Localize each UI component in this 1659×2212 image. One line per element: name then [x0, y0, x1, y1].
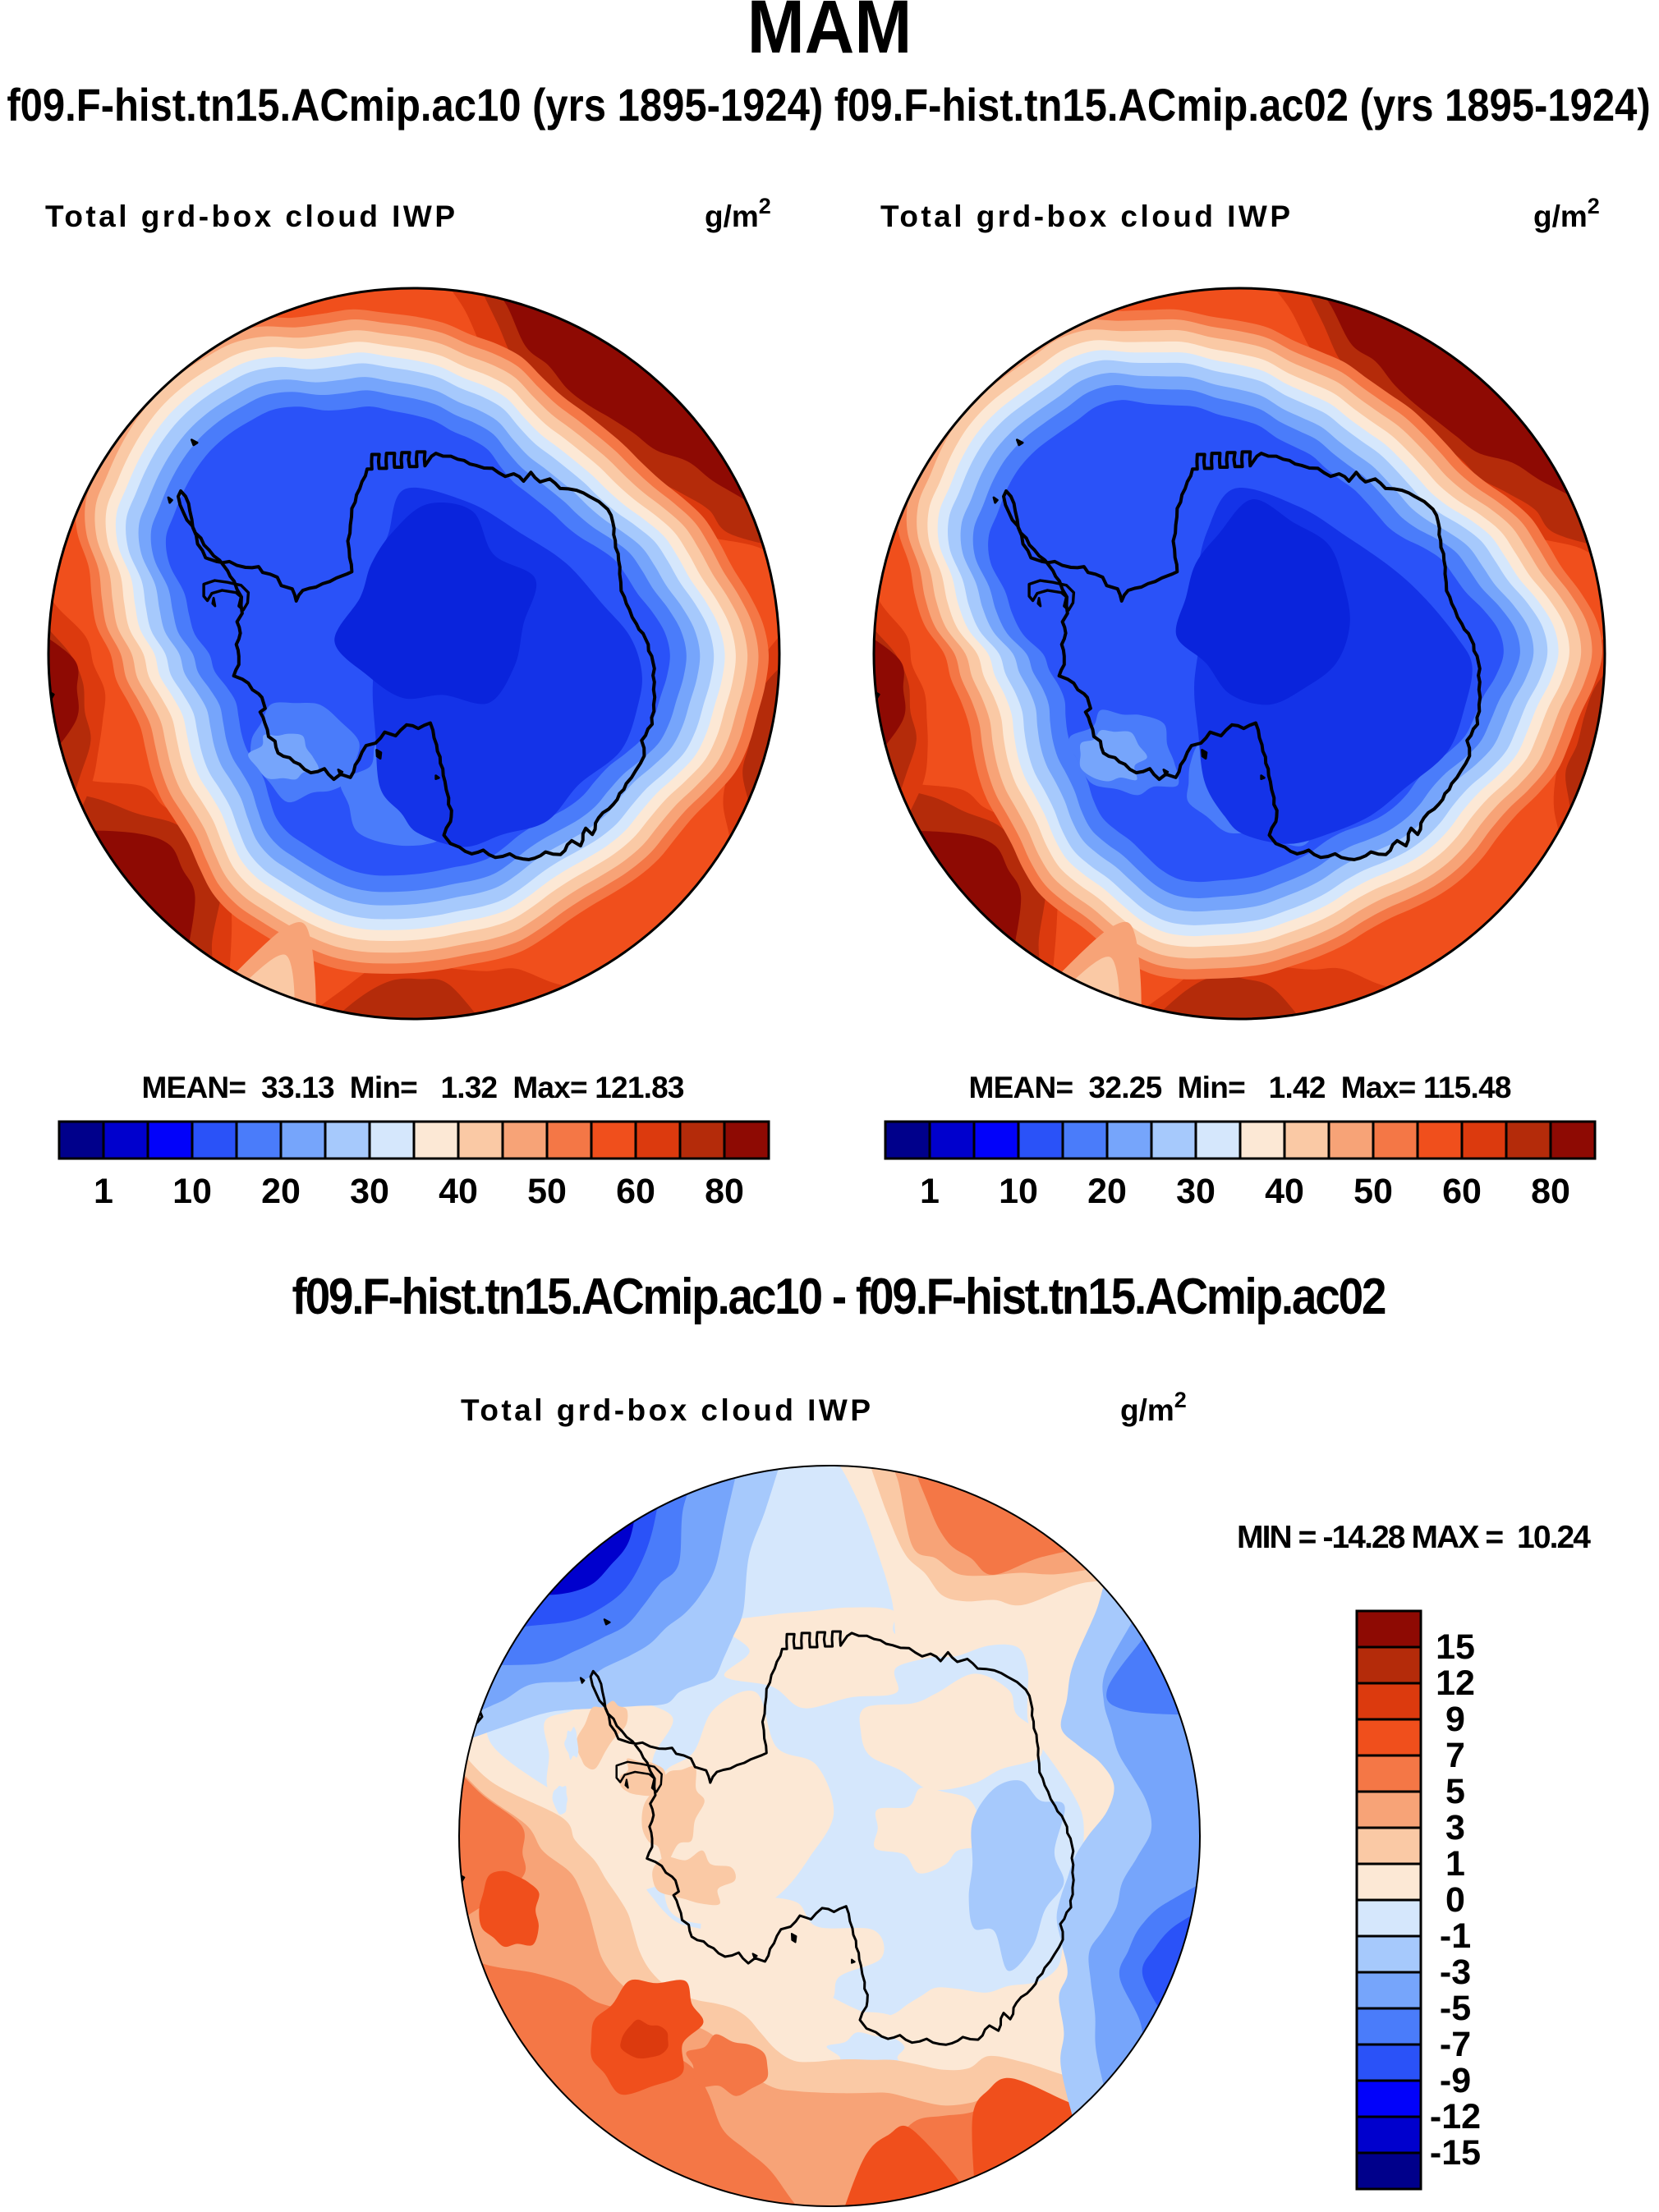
svg-text:80: 80: [1531, 1172, 1570, 1211]
svg-text:60: 60: [616, 1172, 655, 1211]
svg-text:30: 30: [1176, 1172, 1216, 1211]
svg-text:0: 0: [1445, 1880, 1465, 1920]
svg-text:50: 50: [527, 1172, 567, 1211]
svg-text:20: 20: [261, 1172, 301, 1211]
svg-text:40: 40: [1265, 1172, 1304, 1211]
svg-text:5: 5: [1445, 1772, 1465, 1811]
svg-text:10: 10: [999, 1172, 1038, 1211]
svg-text:-9: -9: [1440, 2061, 1471, 2100]
svg-text:60: 60: [1442, 1172, 1482, 1211]
svg-text:10: 10: [172, 1172, 212, 1211]
svg-text:40: 40: [439, 1172, 478, 1211]
svg-text:9: 9: [1445, 1700, 1465, 1739]
svg-text:20: 20: [1087, 1172, 1127, 1211]
svg-text:MAM: MAM: [747, 0, 912, 69]
svg-text:12: 12: [1436, 1664, 1475, 1703]
svg-text:1: 1: [94, 1172, 113, 1211]
svg-text:-5: -5: [1440, 1989, 1471, 2028]
svg-text:-7: -7: [1440, 2025, 1471, 2064]
svg-text:7: 7: [1445, 1736, 1465, 1775]
svg-text:1: 1: [920, 1172, 940, 1211]
svg-text:30: 30: [350, 1172, 389, 1211]
svg-text:f09.F-hist.tn15.ACmip.ac10 (yr: f09.F-hist.tn15.ACmip.ac10 (yrs 1895-192…: [7, 80, 1650, 131]
svg-text:Total grd-box cloud IWP: Total grd-box cloud IWP: [880, 200, 1290, 233]
svg-text:-1: -1: [1440, 1916, 1471, 1956]
svg-text:-12: -12: [1430, 2097, 1481, 2136]
svg-text:MEAN= 32.25 Min= 1.42 Max: MEAN= 32.25 Min= 1.42 Max= 115.48: [969, 1071, 1512, 1104]
svg-text:Total grd-box cloud IWP: Total grd-box cloud IWP: [45, 200, 455, 233]
svg-text:15: 15: [1436, 1627, 1475, 1667]
svg-text:MEAN= 33.13 Min= 1.32 Max: MEAN= 33.13 Min= 1.32 Max= 121.83: [142, 1071, 685, 1104]
svg-text:f09.F-hist.tn15.ACmip.ac10 - f: f09.F-hist.tn15.ACmip.ac10 - f09.F-hist.…: [292, 1269, 1387, 1325]
svg-text:80: 80: [705, 1172, 744, 1211]
svg-text:-15: -15: [1430, 2133, 1481, 2173]
svg-text:MIN = -14.28 MAX = 10.24: MIN = -14.28 MAX = 10.24: [1237, 1520, 1591, 1555]
svg-text:1: 1: [1445, 1844, 1465, 1884]
svg-text:50: 50: [1353, 1172, 1393, 1211]
svg-text:-3: -3: [1440, 1953, 1471, 1992]
svg-text:Total grd-box cloud IWP: Total grd-box cloud IWP: [461, 1393, 871, 1427]
svg-text:3: 3: [1445, 1808, 1465, 1847]
